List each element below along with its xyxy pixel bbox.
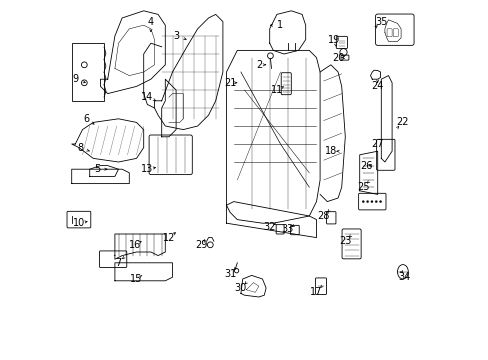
Text: 30: 30 bbox=[234, 283, 246, 293]
Circle shape bbox=[370, 201, 372, 203]
Text: 29: 29 bbox=[195, 240, 207, 250]
Text: 15: 15 bbox=[130, 274, 142, 284]
Text: 17: 17 bbox=[310, 287, 322, 297]
Text: 33: 33 bbox=[281, 224, 293, 234]
Circle shape bbox=[379, 201, 381, 203]
Text: 7: 7 bbox=[115, 258, 122, 268]
Text: 26: 26 bbox=[360, 161, 372, 171]
Text: 12: 12 bbox=[163, 233, 175, 243]
Text: 18: 18 bbox=[324, 146, 336, 156]
Text: 11: 11 bbox=[270, 85, 283, 95]
Text: 28: 28 bbox=[317, 211, 329, 221]
Text: 10: 10 bbox=[73, 218, 85, 228]
Circle shape bbox=[362, 201, 364, 203]
Text: 5: 5 bbox=[94, 164, 100, 174]
Text: 35: 35 bbox=[374, 17, 386, 27]
Text: 4: 4 bbox=[147, 17, 154, 27]
Text: 25: 25 bbox=[356, 182, 369, 192]
Text: 32: 32 bbox=[263, 222, 275, 232]
Text: 27: 27 bbox=[371, 139, 383, 149]
Text: 34: 34 bbox=[398, 272, 410, 282]
Text: 2: 2 bbox=[255, 60, 262, 70]
Text: 19: 19 bbox=[328, 35, 340, 45]
Text: 13: 13 bbox=[141, 164, 153, 174]
Text: 23: 23 bbox=[338, 236, 351, 246]
Text: 14: 14 bbox=[141, 92, 153, 102]
Text: 8: 8 bbox=[78, 143, 83, 153]
Text: 24: 24 bbox=[371, 81, 383, 91]
Text: 20: 20 bbox=[331, 53, 344, 63]
Text: 22: 22 bbox=[396, 117, 408, 127]
Text: 16: 16 bbox=[128, 240, 141, 250]
Text: 3: 3 bbox=[173, 31, 179, 41]
Circle shape bbox=[366, 201, 368, 203]
Text: 21: 21 bbox=[224, 78, 236, 88]
Circle shape bbox=[374, 201, 377, 203]
Text: 6: 6 bbox=[83, 114, 89, 124]
Text: 1: 1 bbox=[277, 20, 283, 30]
Text: 9: 9 bbox=[72, 74, 78, 84]
Text: 31: 31 bbox=[224, 269, 236, 279]
